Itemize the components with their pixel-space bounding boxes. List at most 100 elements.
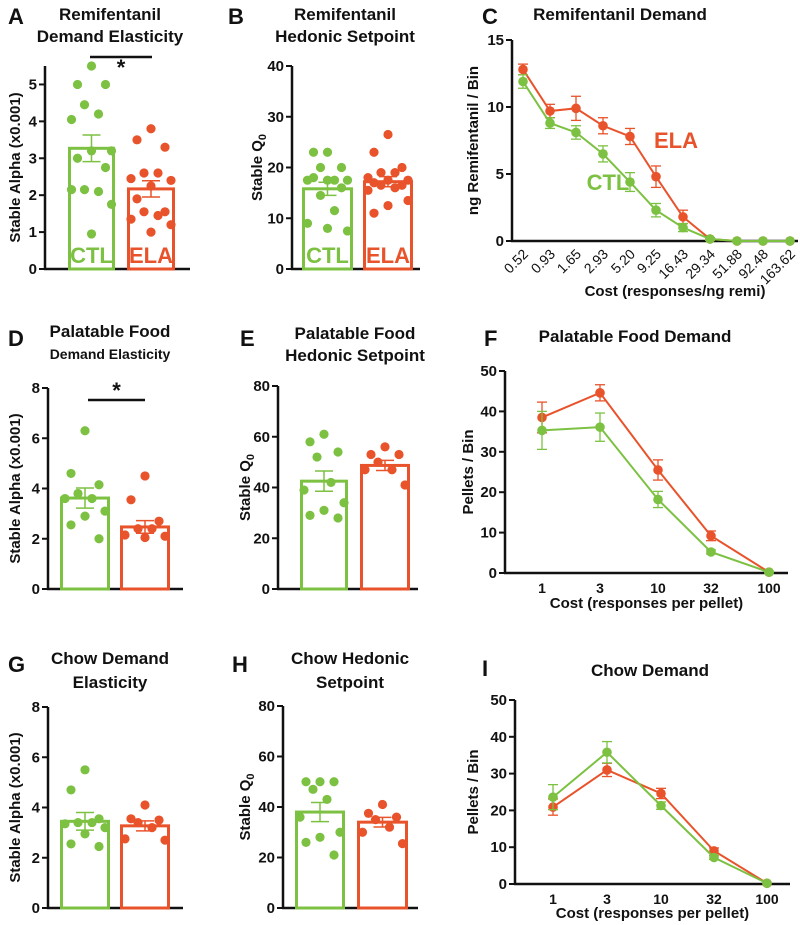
- data-point-ela: [656, 788, 666, 799]
- data-point-ctl: [706, 547, 716, 557]
- y-tick-label: 30: [480, 444, 497, 461]
- data-point-ela: [653, 465, 663, 475]
- y-tick-label: 30: [490, 766, 507, 783]
- data-point: [329, 850, 339, 860]
- data-point: [146, 227, 156, 237]
- data-point-ela: [709, 846, 719, 856]
- x-tick-label: 16.43: [655, 246, 691, 282]
- data-point: [147, 524, 157, 534]
- data-point-ela: [545, 106, 555, 116]
- y-tick-label: 0: [489, 565, 497, 582]
- data-point: [369, 208, 379, 218]
- y-tick-label: 40: [490, 729, 507, 746]
- data-point-ctl: [651, 205, 661, 215]
- panel-I: I Chow Demand 0 10 20 30 40 50 Pellets / Bin 1 3 10…: [465, 656, 790, 922]
- data-point-ctl: [548, 792, 558, 802]
- data-point: [66, 839, 76, 849]
- panel-letter: A: [8, 4, 24, 29]
- data-point: [140, 800, 150, 810]
- data-point: [126, 495, 136, 505]
- y-tick-label: 80: [258, 698, 275, 715]
- data-point: [132, 194, 142, 204]
- y-tick-label: 40: [267, 58, 284, 75]
- y-tick-label: 3: [29, 150, 37, 167]
- data-point: [72, 153, 83, 163]
- y-tick-label: 30: [267, 109, 284, 126]
- data-point: [166, 175, 176, 186]
- panel-title: Demand Elasticity: [37, 27, 184, 46]
- data-point-ctl: [595, 422, 605, 432]
- data-point: [319, 505, 329, 515]
- panel-F: F Palatable Food Demand 0 10 20 30 40 50 Pellets…: [460, 326, 788, 612]
- group-label-ctl: CTL: [70, 243, 113, 268]
- data-point-ctl: [625, 177, 635, 187]
- y-tick-label: 10: [490, 839, 507, 856]
- data-point: [322, 147, 333, 157]
- y-tick-label: 40: [253, 480, 270, 497]
- data-point: [133, 817, 143, 828]
- y-tick-label: 0: [262, 581, 270, 598]
- y-tick-label: 2: [29, 187, 37, 204]
- data-point: [146, 124, 156, 134]
- series-label-ela: ELA: [654, 128, 698, 153]
- panel-title: Chow Demand: [51, 649, 169, 668]
- x-tick-label: 10: [653, 891, 669, 907]
- panel-title: Hedonic Setpoint: [285, 346, 425, 365]
- data-point: [126, 173, 136, 184]
- x-tick-label: 0.93: [528, 246, 559, 277]
- x-tick-label: 0.52: [501, 246, 532, 277]
- y-tick-label: 40: [480, 403, 497, 420]
- data-point: [106, 199, 117, 210]
- data-point: [366, 449, 376, 460]
- x-tick-label: 29.34: [682, 246, 718, 282]
- data-point-ctl: [732, 236, 742, 246]
- y-tick-label: 4: [29, 113, 38, 130]
- data-point: [369, 178, 379, 188]
- data-point: [329, 777, 339, 787]
- data-point: [376, 180, 386, 190]
- data-point: [335, 827, 345, 837]
- series-line-ela: [552, 768, 768, 885]
- data-point: [308, 784, 318, 794]
- y-tick-label: 0: [29, 261, 37, 278]
- data-point: [147, 823, 157, 833]
- data-point: [87, 817, 97, 828]
- x-axis-label: Cost (responses/ng remi): [585, 283, 766, 300]
- data-point: [342, 226, 353, 236]
- y-axis-label: Stable Q0: [249, 134, 269, 201]
- data-point: [390, 183, 400, 193]
- data-point: [80, 426, 90, 436]
- data-point: [73, 488, 83, 499]
- data-point-ctl: [571, 127, 581, 138]
- data-point-ela: [518, 64, 528, 75]
- y-tick-label: 0: [499, 876, 507, 893]
- data-point: [80, 829, 90, 839]
- y-axis-label: ng Remifentanil / Bin: [465, 66, 482, 215]
- data-point: [72, 79, 83, 90]
- data-point: [400, 480, 410, 490]
- data-point-ctl: [598, 149, 608, 159]
- y-tick-label: 10: [267, 210, 284, 227]
- x-tick-label: 32: [706, 891, 722, 907]
- x-tick-label: 10: [650, 580, 666, 596]
- y-tick-label: 1: [29, 224, 37, 241]
- significance-star: *: [112, 378, 121, 403]
- data-point: [66, 785, 76, 795]
- data-point-ctl: [653, 494, 663, 505]
- y-tick-label: 40: [258, 799, 275, 816]
- y-axis-label: Pellets / Bin: [460, 429, 477, 514]
- data-point: [153, 210, 163, 221]
- y-tick-label: 20: [480, 484, 497, 501]
- panel-title: Palatable Food: [295, 324, 416, 343]
- panel-title: Remifentanil: [59, 5, 161, 24]
- panel-A: A Remifentanil Demand Elasticity 0 1 2 3 4 5 Stab…: [7, 4, 190, 278]
- data-point: [154, 815, 164, 825]
- data-point: [333, 447, 343, 457]
- data-point: [132, 135, 142, 145]
- data-point: [308, 147, 319, 157]
- data-point: [322, 223, 333, 233]
- data-point: [140, 471, 150, 481]
- y-tick-label: 20: [267, 160, 284, 177]
- data-point: [373, 457, 383, 467]
